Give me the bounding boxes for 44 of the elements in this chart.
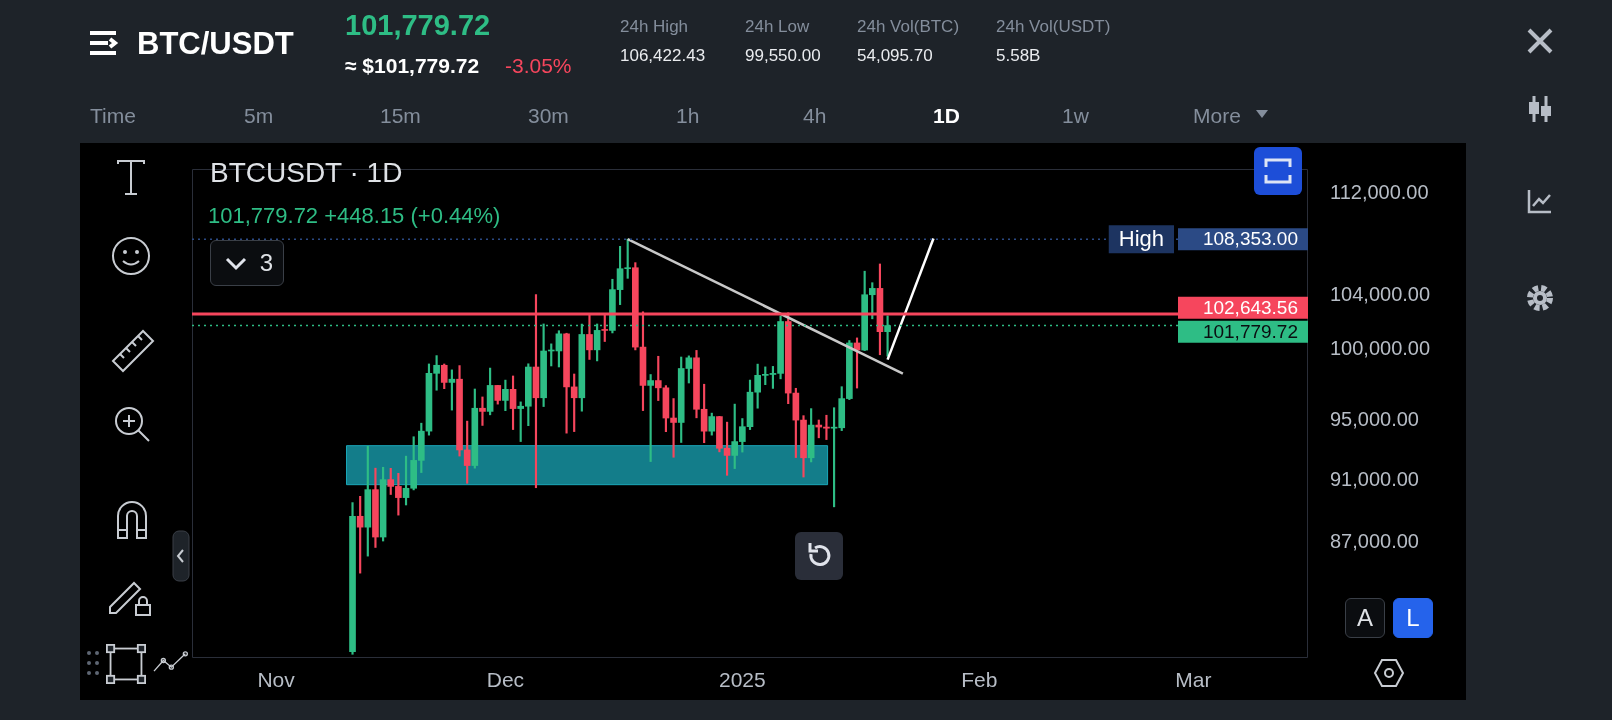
candlestick: [479, 396, 486, 426]
y-tick-label: 95,000.00: [1330, 408, 1419, 431]
text: 1h: [676, 104, 700, 128]
text: 15m: [380, 104, 421, 128]
text: 101,779.72: [345, 9, 491, 42]
text: -3.05%: [505, 54, 572, 78]
x-tick-label: Nov: [257, 668, 296, 692]
text: L: [1393, 598, 1433, 638]
ref-line-label: 101,779.72: [1202, 320, 1298, 342]
text: 5.58B: [996, 46, 1041, 66]
text: 24h Low: [745, 17, 810, 37]
x-tick-label: Mar: [1175, 668, 1212, 692]
chart-title: BTC/USDT: [137, 26, 294, 62]
text: More: [1193, 104, 1241, 128]
y-tick-label: 112,000.00: [1330, 180, 1429, 203]
y-tick-label: 104,000.00: [1330, 283, 1431, 306]
text: 24h High: [620, 17, 689, 37]
candlestick: [670, 398, 677, 458]
text: 106,422.43: [620, 46, 706, 66]
y-tick-label: 87,000.00: [1330, 529, 1419, 552]
text: 1w: [1062, 104, 1089, 128]
x-tick-label: Dec: [486, 668, 525, 692]
annotation: High: [1118, 226, 1164, 252]
text: 99,550.00: [745, 46, 821, 66]
ref-line-label: 102,643.56: [1202, 296, 1298, 318]
text: 54,095.70: [857, 46, 933, 66]
y-tick-label: 100,000.00: [1330, 337, 1431, 360]
ref-line-label: 108,353.00: [1202, 228, 1298, 250]
chart-subtitle: BTCUSDT · 1D: [210, 157, 403, 189]
text: ≈ $101,779.72: [345, 54, 480, 78]
text: 24h Vol(USDT): [996, 17, 1111, 37]
text: 5m: [244, 104, 274, 128]
text: 30m: [528, 104, 569, 128]
annotation: 101,779.72 +448.15 (+0.44%): [208, 203, 501, 229]
candlestick: [823, 414, 830, 440]
text: 4h: [803, 104, 827, 128]
text: A: [1345, 598, 1385, 638]
text: Time: [90, 104, 136, 128]
x-tick-label: 2025: [719, 668, 766, 692]
y-tick-label: 91,000.00: [1330, 467, 1419, 490]
x-tick-label: Feb: [961, 668, 998, 692]
text: 1D: [933, 104, 960, 128]
text: 24h Vol(BTC): [857, 17, 960, 37]
annotation: 3: [210, 240, 284, 286]
